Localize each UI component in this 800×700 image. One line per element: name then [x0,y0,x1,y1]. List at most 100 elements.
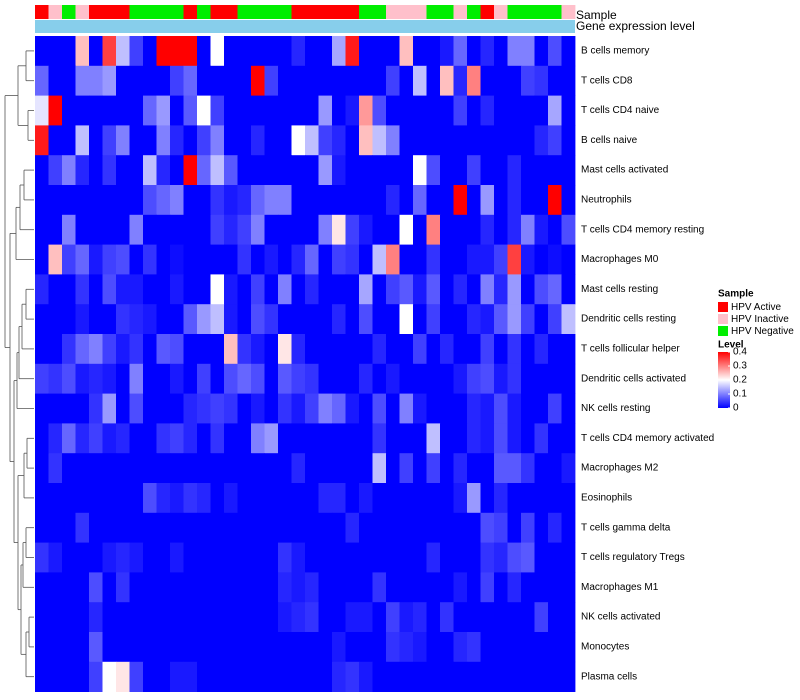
heatmap-cell [332,214,346,245]
heatmap-cell [62,36,76,67]
heatmap-cell [129,572,144,603]
heatmap-cell [224,334,238,365]
heatmap-cell [224,304,238,335]
heatmap-cell [372,65,387,96]
heatmap-cell [359,661,373,692]
heatmap-cell [372,95,387,126]
heatmap-cell [345,125,360,156]
sample-annotation-cell [413,5,427,19]
heatmap-cell [305,214,319,245]
heatmap-cell [278,304,292,335]
heatmap-cell [386,393,400,424]
heatmap-cell [116,334,130,365]
heatmap-cell [561,125,576,156]
heatmap-cell [116,155,130,186]
heatmap-cell [129,95,144,126]
heatmap-cell [170,423,184,454]
sample-annotation-cell [102,5,117,19]
heatmap-cell [102,572,117,603]
level-legend: Level 0.4 0.3 0.2 0.1 0 [718,340,747,414]
heatmap-cell [507,244,522,275]
heatmap-cell [453,512,468,543]
heatmap-cell [116,36,130,67]
heatmap-cell [102,274,117,305]
heatmap-cell [534,36,549,67]
heatmap-cell [264,393,279,424]
heatmap-cell [116,65,130,96]
heatmap-cell [129,155,144,186]
heatmap-cell [237,542,252,573]
sample-annotation-cell [386,5,400,19]
heatmap-cell [156,661,171,692]
heatmap-cell [305,393,319,424]
heatmap-cell [453,185,468,216]
heatmap-cell [399,155,414,186]
heatmap-cell [183,453,198,484]
heatmap-cell [224,274,238,305]
heatmap-cell [467,65,481,96]
heatmap-cell [399,602,414,633]
heatmap-cell [521,214,535,245]
heatmap-cell [129,274,144,305]
heatmap-cell [399,363,414,394]
heatmap-cell [494,185,508,216]
heatmap-cell [143,661,157,692]
heatmap-cell [183,185,198,216]
heatmap-cell [534,125,549,156]
heatmap-cell [48,661,63,692]
heatmap-cell [413,334,427,365]
heatmap-cell [210,304,225,335]
heatmap-cell [386,125,400,156]
heatmap-cell [359,542,373,573]
heatmap-cell [291,274,306,305]
heatmap-cell [89,661,103,692]
heatmap-cell [480,423,495,454]
heatmap-cell [440,483,454,514]
heatmap-cell [224,125,238,156]
heatmap-cell [75,304,90,335]
heatmap-cell [156,274,171,305]
heatmap-cell [48,453,63,484]
heatmap-cell [89,274,103,305]
heatmap-cell [102,602,117,633]
heatmap-cell [507,483,522,514]
heatmap-cell [48,244,63,275]
heatmap-cell [494,483,508,514]
heatmap-cell [197,36,211,67]
sample-legend-label: HPV Negative [731,326,794,337]
heatmap-cell [372,512,387,543]
level-tick-label: 0.4 [733,347,747,358]
heatmap-cell [75,125,90,156]
heatmap-cell [264,185,279,216]
heatmap-cell [170,512,184,543]
heatmap-cell [210,214,225,245]
heatmap-cell [426,632,441,663]
heatmap-cell [305,244,319,275]
heatmap-cell [278,661,292,692]
heatmap-cell [156,214,171,245]
heatmap-cell [264,632,279,663]
heatmap-cell [156,185,171,216]
heatmap-cell [143,155,157,186]
heatmap-cell [332,155,346,186]
heatmap-cell [291,632,306,663]
heatmap-cell [143,244,157,275]
heatmap-cell [318,125,333,156]
heatmap-cell [237,453,252,484]
heatmap-cell [237,36,252,67]
heatmap-cell [116,274,130,305]
heatmap-cell [453,125,468,156]
heatmap-cell [197,274,211,305]
heatmap-cell [170,304,184,335]
heatmap-cell [156,65,171,96]
heatmap-cell [143,363,157,394]
heatmap-cell [305,125,319,156]
heatmap-cell [62,334,76,365]
heatmap-cell [345,363,360,394]
heatmap-cell [62,572,76,603]
heatmap-cell [143,453,157,484]
heatmap-cell [278,483,292,514]
heatmap-cell [345,65,360,96]
sample-annotation-cell [89,5,103,19]
heatmap-cell [291,334,306,365]
